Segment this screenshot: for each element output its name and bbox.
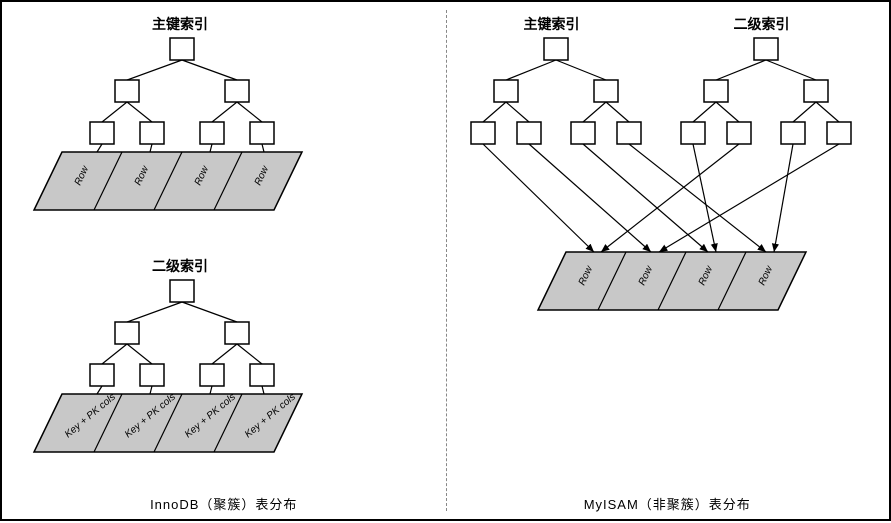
diagram-container: Row Row Row Row: [0, 0, 891, 521]
tree-primary-myisam: [471, 38, 641, 144]
title-secondary-myisam: 二级索引: [734, 14, 790, 34]
caption-right: MyISAM（非聚簇）表分布: [446, 494, 890, 513]
left-svg: Row Row Row Row: [2, 2, 447, 523]
right-svg: Row Row Row Row: [446, 2, 891, 523]
tree-primary-innodb: Row Row Row Row: [34, 38, 302, 210]
slab-primary-innodb: Row Row Row Row: [34, 152, 302, 210]
tree-secondary-innodb: Key + PK cols Key + PK cols Key + PK col…: [34, 280, 302, 452]
title-primary-myisam: 主键索引: [524, 14, 580, 34]
left-panel: Row Row Row Row: [2, 2, 446, 519]
tree-secondary-myisam: [681, 38, 851, 144]
caption-left: InnoDB（聚簇）表分布: [2, 494, 446, 513]
title-secondary-innodb: 二级索引: [152, 256, 208, 276]
right-panel: Row Row Row Row 主键索引 二级索引 MyISAM（非聚簇）表分布: [446, 2, 890, 519]
slab-shared-myisam: Row Row Row Row: [538, 252, 806, 310]
title-primary-innodb: 主键索引: [152, 14, 208, 34]
slab-secondary-innodb: Key + PK cols Key + PK cols Key + PK col…: [34, 392, 302, 452]
